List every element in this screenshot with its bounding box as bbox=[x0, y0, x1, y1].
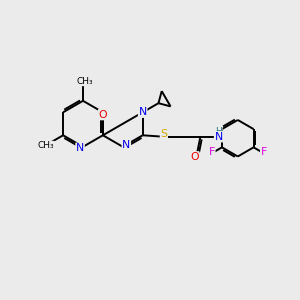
Text: N: N bbox=[139, 107, 147, 117]
Text: F: F bbox=[261, 147, 267, 158]
Text: O: O bbox=[99, 110, 107, 120]
Text: N: N bbox=[214, 132, 223, 142]
Text: O: O bbox=[190, 152, 199, 162]
Text: CH₃: CH₃ bbox=[76, 76, 93, 85]
Text: CH₃: CH₃ bbox=[38, 141, 54, 150]
Text: F: F bbox=[209, 147, 215, 158]
Text: N: N bbox=[76, 143, 84, 153]
Text: N: N bbox=[122, 140, 130, 150]
Text: S: S bbox=[160, 129, 167, 140]
Text: H: H bbox=[215, 127, 222, 136]
